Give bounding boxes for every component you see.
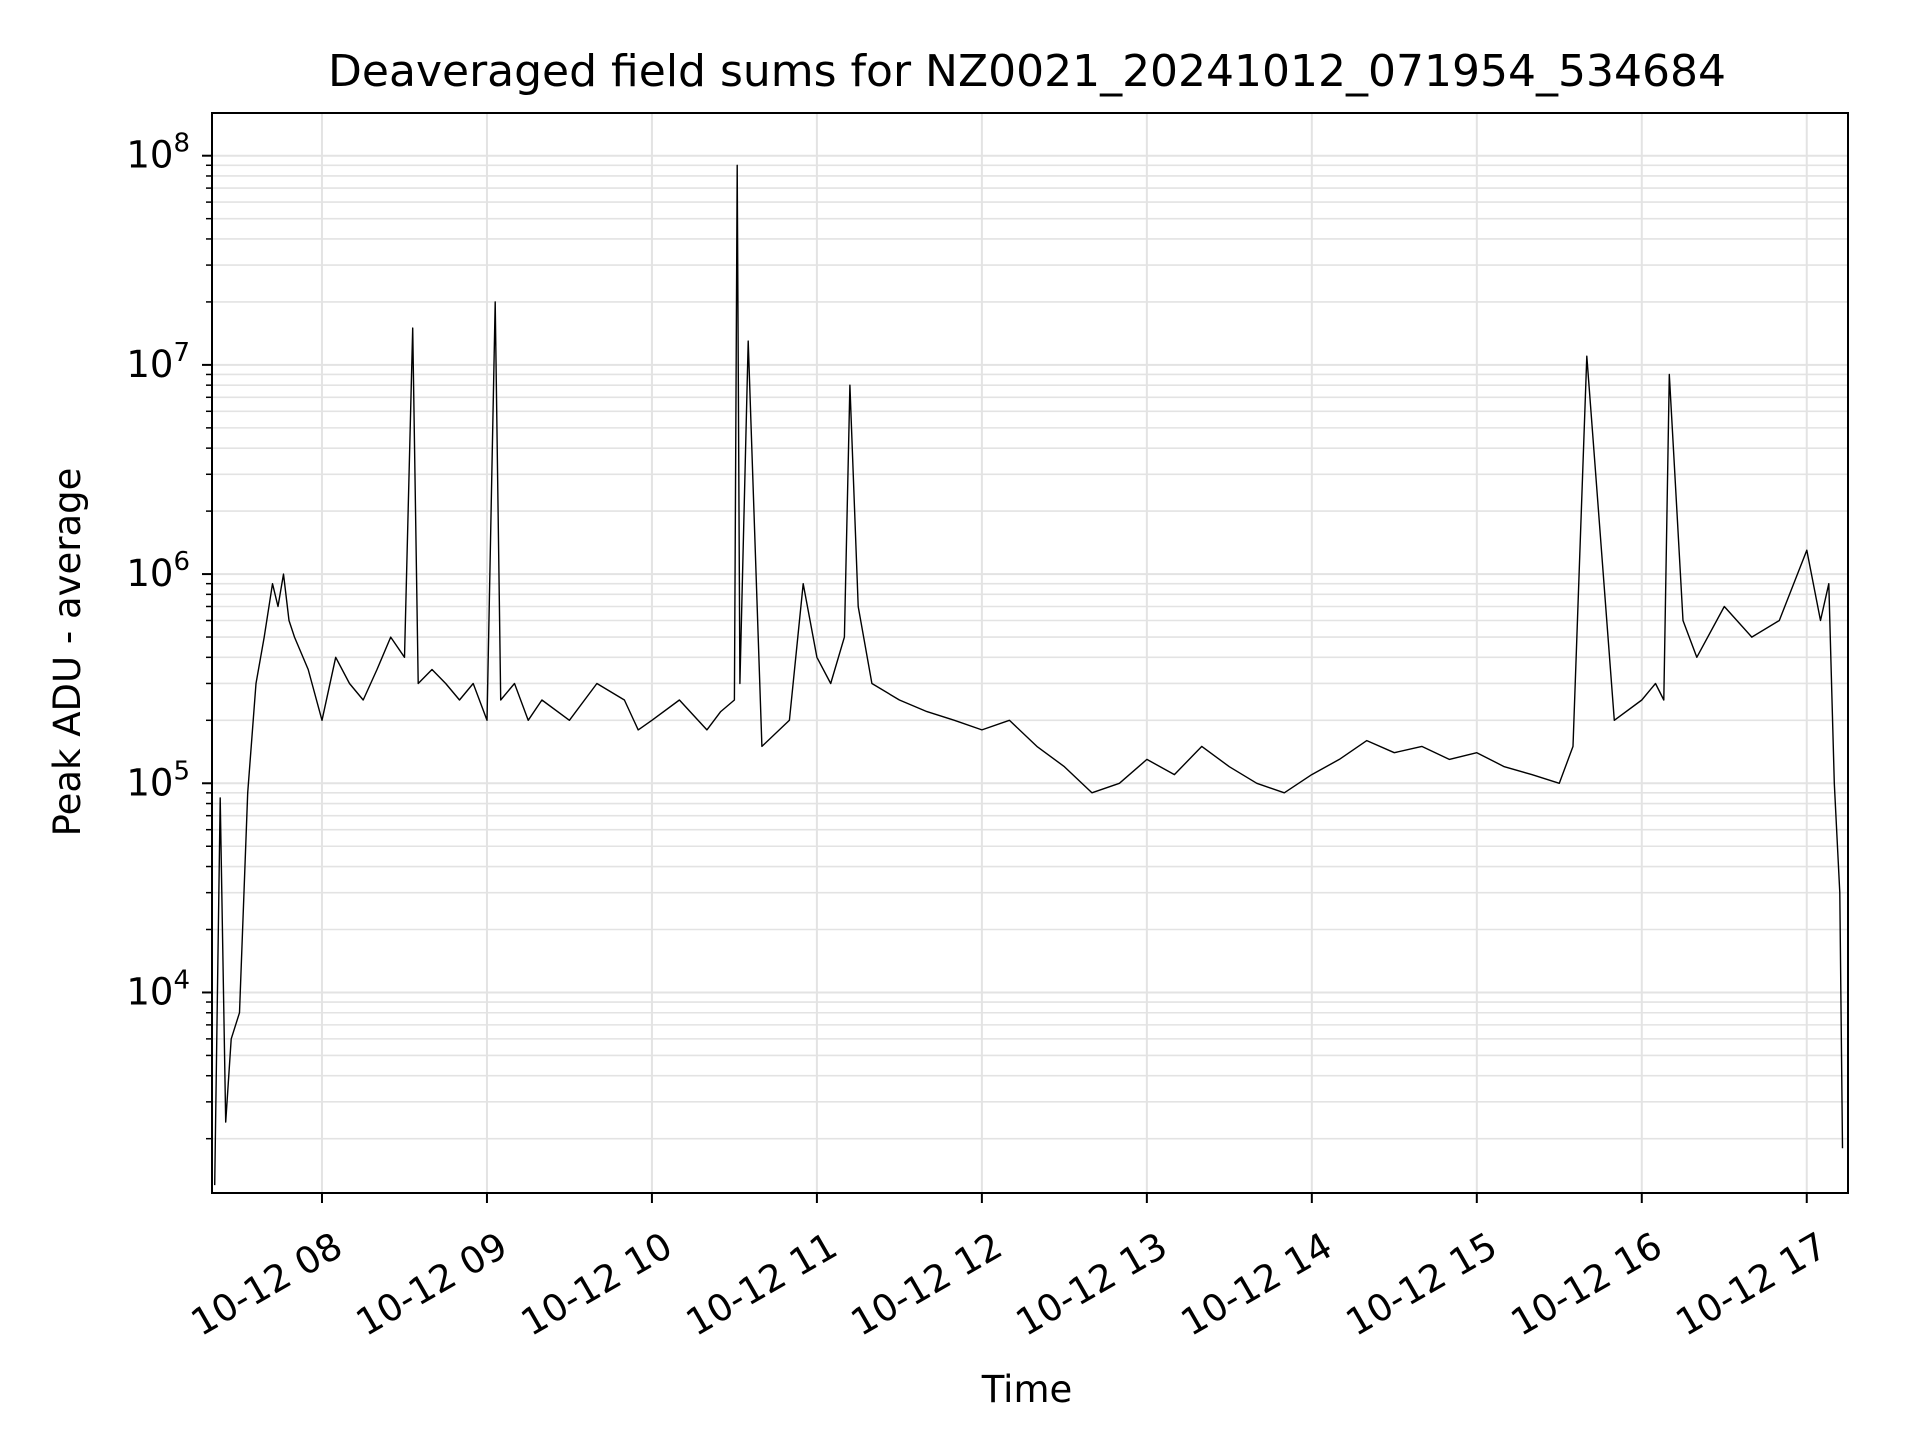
y-axis-label: Peak ADU - average	[46, 468, 89, 837]
y-tick-label: 108	[126, 129, 190, 177]
y-axis-ticks: 104 105 106 107 108	[126, 129, 212, 1140]
plot-area-frame	[211, 112, 1849, 1194]
y-tick-label: 106	[126, 547, 190, 595]
grid-minor	[212, 164, 1848, 1140]
y-tick-label: 104	[126, 965, 190, 1013]
grid-major	[212, 113, 1848, 1193]
series-group	[214, 164, 1844, 1186]
y-tick-label: 107	[126, 338, 190, 386]
x-axis-label: Time	[981, 1368, 1073, 1411]
y-tick-label: 105	[126, 756, 190, 804]
series-line	[214, 164, 1844, 1186]
chart-title: Deaveraged field sums for NZ0021_2024101…	[328, 46, 1726, 97]
